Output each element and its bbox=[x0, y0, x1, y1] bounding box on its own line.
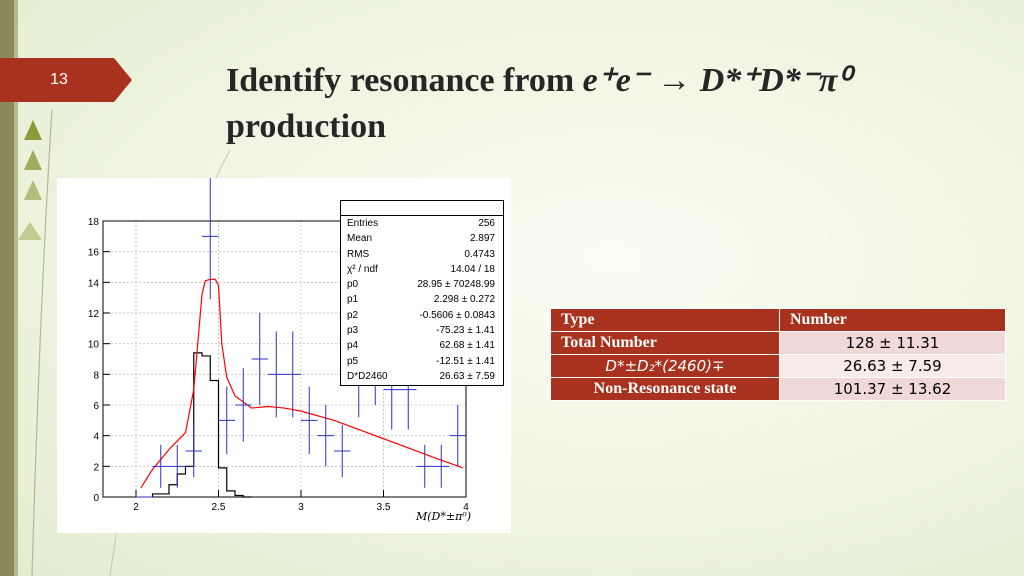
stats-value: 256 bbox=[478, 218, 495, 229]
chart-svg: 2 2.5 3 3.5 4 0 2 4 6 8 10 12 14 16 18 bbox=[88, 173, 469, 513]
fit-curve bbox=[140, 278, 463, 489]
results-table: Type Number Total Number 128 ± 11.31 D*±… bbox=[550, 308, 1006, 401]
stats-label: χ² / ndf bbox=[347, 263, 378, 275]
stats-value: 28.95 ± 70248.99 bbox=[417, 279, 495, 291]
stats-label: p2 bbox=[347, 309, 359, 321]
stats-label: D*D2460 bbox=[347, 370, 388, 382]
stats-value: 26.63 ± 7.59 bbox=[439, 370, 495, 382]
title-line2: production bbox=[226, 108, 386, 145]
stats-label: p3 bbox=[347, 325, 359, 337]
stats-row: p0 28.95 ± 70248.99 bbox=[341, 277, 503, 292]
stats-label: Mean bbox=[347, 233, 373, 245]
stats-row: p3 -75.23 ± 1.41 bbox=[341, 323, 503, 338]
y-tick-label: 14 bbox=[88, 278, 100, 289]
title-prefix: Identify resonance from bbox=[226, 62, 583, 99]
row-type: D*±D₂*(2460)∓ bbox=[550, 354, 780, 378]
stats-label: p4 bbox=[347, 340, 359, 352]
row-type: Total Number bbox=[550, 331, 780, 355]
stats-row: Entries 256 bbox=[341, 216, 503, 231]
table-row: Total Number 128 ± 11.31 bbox=[550, 331, 1006, 355]
x-tick-label: 4 bbox=[463, 502, 469, 513]
stats-value: 2.298 ± 0.272 bbox=[433, 294, 495, 306]
stats-value: 2.897 bbox=[469, 233, 495, 245]
y-tick-label: 2 bbox=[93, 462, 99, 473]
row-number: 101.37 ± 13.62 bbox=[779, 377, 1006, 401]
left-decor-band-inner bbox=[14, 0, 18, 576]
slide-number: 13 bbox=[0, 58, 132, 102]
y-tick-label: 0 bbox=[93, 493, 99, 504]
stats-box-header bbox=[341, 201, 503, 216]
table-row: Non-Resonance state 101.37 ± 13.62 bbox=[550, 377, 1006, 401]
table-row: D*±D₂*(2460)∓ 26.63 ± 7.59 bbox=[550, 354, 1006, 378]
stats-value: 0.4743 bbox=[464, 248, 495, 260]
x-tick-label: 3 bbox=[298, 502, 304, 513]
left-decor-band bbox=[0, 0, 14, 576]
y-tick-label: 4 bbox=[93, 432, 99, 443]
header-type: Type bbox=[550, 308, 780, 332]
stats-value: 14.04 / 18 bbox=[450, 263, 495, 275]
header-number: Number bbox=[779, 308, 1006, 332]
x-tick-label: 3.5 bbox=[377, 502, 391, 513]
stats-row: p5 -12.51 ± 1.41 bbox=[341, 354, 503, 369]
slide-title: Identify resonance from e⁺e⁻ → D*⁺D*⁻π⁰ … bbox=[226, 58, 986, 150]
table-header-row: Type Number bbox=[550, 308, 1006, 332]
title-reaction: e⁺e⁻ → D*⁺D*⁻π⁰ bbox=[582, 62, 851, 99]
stats-row: D*D2460 26.63 ± 7.59 bbox=[341, 369, 503, 384]
x-axis-label: M(D*±π⁰) bbox=[416, 510, 472, 523]
row-type: Non-Resonance state bbox=[550, 377, 780, 401]
y-tick-label: 6 bbox=[93, 401, 99, 412]
row-number: 128 ± 11.31 bbox=[779, 331, 1006, 355]
stats-value: 62.68 ± 1.41 bbox=[439, 340, 495, 352]
x-tick-label: 2.5 bbox=[212, 502, 226, 513]
stats-row: χ² / ndf 14.04 / 18 bbox=[341, 262, 503, 277]
stats-row: Mean 2.897 bbox=[341, 231, 503, 246]
stats-row: p4 62.68 ± 1.41 bbox=[341, 338, 503, 353]
stats-row: p1 2.298 ± 0.272 bbox=[341, 292, 503, 307]
stats-value: -0.5606 ± 0.0843 bbox=[419, 309, 495, 321]
y-tick-label: 12 bbox=[88, 309, 100, 320]
x-tick-label: 2 bbox=[133, 502, 139, 513]
y-tick-label: 16 bbox=[88, 248, 100, 259]
stats-label: Entries bbox=[347, 218, 379, 229]
stats-box: Entries 256 Mean 2.897 RMS 0.4743 χ² / ndf 14.0… bbox=[340, 200, 504, 386]
stats-label: p0 bbox=[347, 279, 359, 291]
y-tick-label: 8 bbox=[93, 370, 99, 381]
y-tick-label: 10 bbox=[88, 340, 100, 351]
row-number: 26.63 ± 7.59 bbox=[779, 354, 1006, 378]
stats-label: p1 bbox=[347, 294, 359, 306]
y-tick-label: 18 bbox=[88, 217, 100, 228]
stats-value: -75.23 ± 1.41 bbox=[436, 325, 495, 337]
stats-row: RMS 0.4743 bbox=[341, 247, 503, 262]
stats-label: RMS bbox=[347, 248, 370, 260]
stats-row: p2 -0.5606 ± 0.0843 bbox=[341, 308, 503, 323]
stats-value: -12.51 ± 1.41 bbox=[436, 355, 495, 367]
stats-label: p5 bbox=[347, 355, 359, 367]
signal-histogram bbox=[151, 352, 252, 498]
